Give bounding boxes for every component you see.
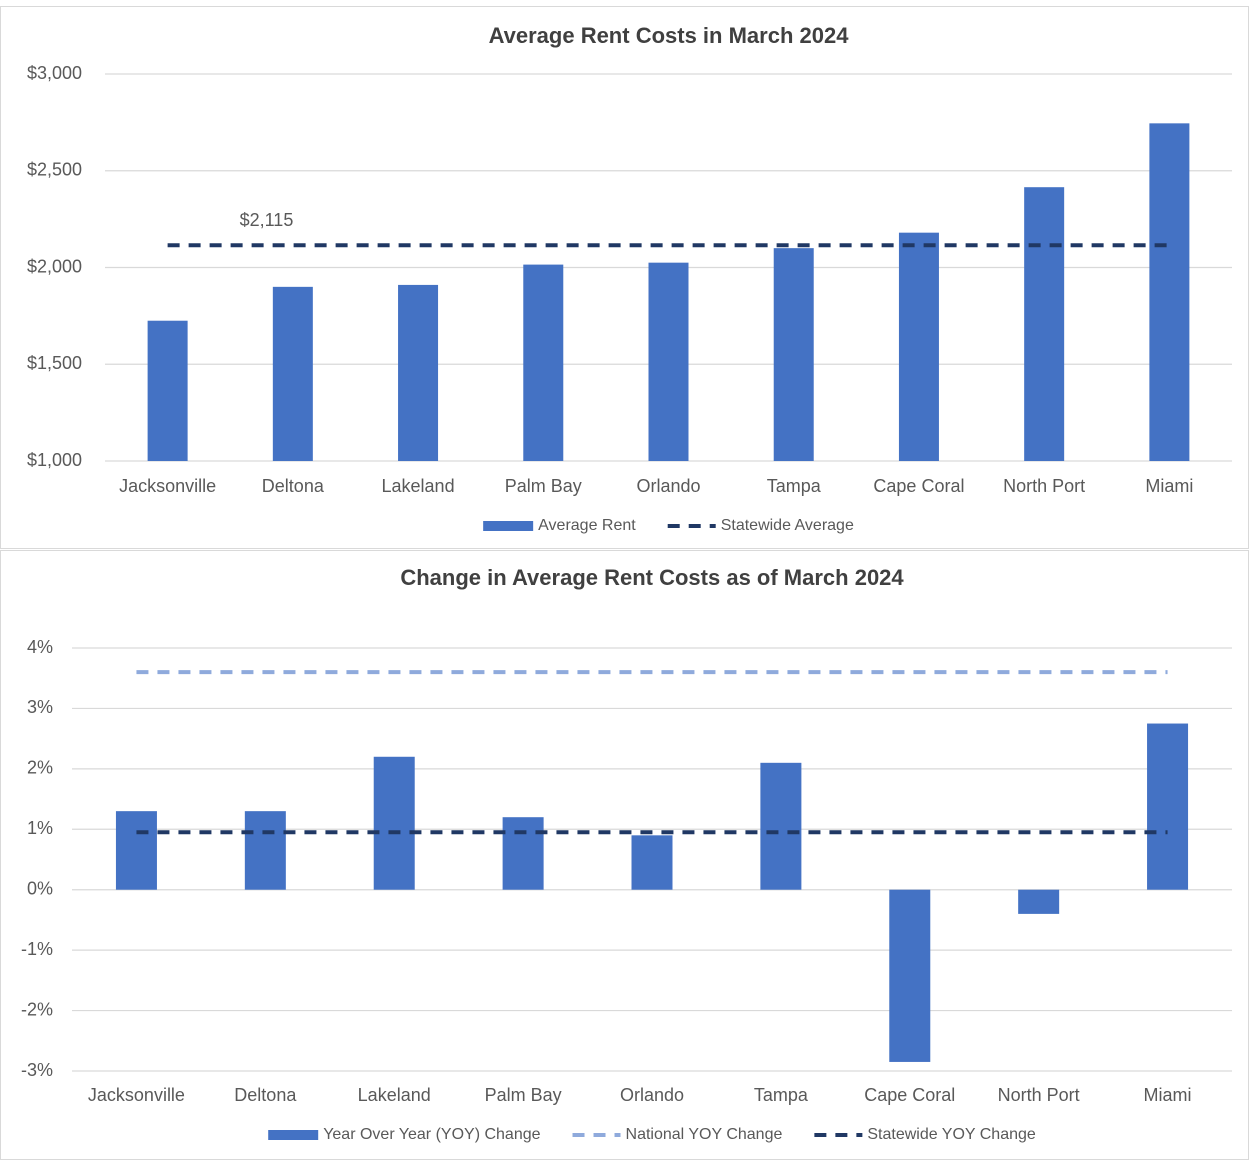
x-tick-label: Orlando	[636, 476, 700, 496]
x-tick-label: Deltona	[234, 1085, 297, 1105]
y-tick-label: -2%	[21, 999, 53, 1019]
x-tick-label: Jacksonville	[88, 1085, 185, 1105]
bar	[889, 889, 931, 1062]
x-tick-label: Deltona	[262, 476, 325, 496]
annotation: $2,115	[240, 210, 294, 230]
x-tick-label: Palm Bay	[505, 476, 582, 496]
y-tick-label: $2,000	[27, 256, 82, 276]
legend-swatch	[483, 521, 534, 531]
x-tick-label: Tampa	[754, 1085, 809, 1105]
y-tick-label: 4%	[27, 637, 53, 657]
bar	[398, 284, 439, 461]
panel-border	[0, 6, 1249, 549]
y-tick-label: $2,500	[27, 160, 82, 180]
legend-swatch	[268, 1130, 319, 1140]
bar	[1147, 723, 1189, 890]
y-tick-label: $1,000	[27, 450, 82, 470]
bar	[760, 762, 802, 890]
x-tick-label: Palm Bay	[485, 1085, 562, 1105]
y-tick-label: $1,500	[27, 353, 82, 373]
y-tick-label: $3,000	[27, 63, 82, 83]
bar	[244, 811, 286, 890]
x-tick-label: Miami	[1145, 476, 1193, 496]
legend: Year Over Year (YOY) Change National YOY …	[268, 1126, 1036, 1143]
bar	[272, 286, 313, 461]
chart-title: Change in Average Rent Costs as of March…	[400, 565, 904, 590]
x-tick-label: Tampa	[767, 476, 822, 496]
bar	[773, 248, 814, 461]
bar	[523, 264, 564, 461]
x-tick-label: Lakeland	[382, 476, 455, 496]
y-tick-label: 3%	[27, 697, 53, 717]
chart-title: Average Rent Costs in March 2024	[489, 23, 850, 48]
x-tick-label: Orlando	[620, 1085, 684, 1105]
bar	[648, 262, 689, 461]
panel-border	[0, 550, 1249, 1160]
legend-label: Statewide Average	[721, 517, 854, 534]
bar	[147, 320, 188, 461]
legend-label: Year Over Year (YOY) Change	[323, 1126, 540, 1143]
bar	[502, 817, 544, 890]
legend-label: Average Rent	[538, 517, 636, 534]
x-tick-label: Jacksonville	[119, 476, 216, 496]
x-tick-label: North Port	[1003, 476, 1085, 496]
bar	[631, 835, 673, 890]
x-tick-label: Cape Coral	[864, 1085, 955, 1105]
bar	[1018, 889, 1060, 914]
y-tick-label: 2%	[27, 758, 53, 778]
y-tick-label: -1%	[21, 939, 53, 959]
bar	[373, 756, 415, 890]
x-tick-label: North Port	[998, 1085, 1080, 1105]
bar	[1024, 187, 1065, 461]
y-tick-label: -3%	[21, 1060, 53, 1080]
legend-label: Statewide YOY Change	[867, 1126, 1036, 1143]
y-tick-label: 0%	[27, 878, 53, 898]
bar	[1149, 123, 1190, 461]
legend: Average Rent Statewide Average	[483, 517, 854, 534]
y-tick-label: 1%	[27, 818, 53, 838]
bar	[115, 811, 157, 890]
x-tick-label: Miami	[1144, 1085, 1192, 1105]
x-tick-label: Lakeland	[358, 1085, 431, 1105]
bar	[898, 232, 939, 461]
x-tick-label: Cape Coral	[873, 476, 964, 496]
legend-label: National YOY Change	[626, 1126, 783, 1143]
